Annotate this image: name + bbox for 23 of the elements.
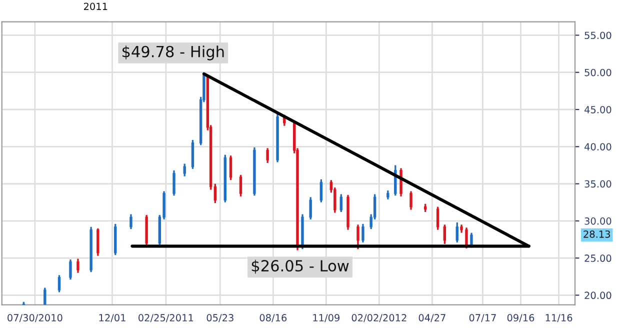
y-tick-label: 20.00 bbox=[584, 292, 612, 300]
text: 28.13 bbox=[584, 230, 610, 238]
y-tick-label: 30.00 bbox=[584, 217, 612, 225]
x-tick-label: 08/16 bbox=[260, 314, 287, 322]
text: 2011 bbox=[84, 2, 108, 10]
annotation: $26.05 - Low bbox=[252, 260, 349, 274]
x-tick-label: 02/25/2011 bbox=[138, 314, 194, 322]
x-tick-label: 09/16 bbox=[507, 314, 534, 322]
annotation: $49.78 - High bbox=[122, 46, 224, 60]
x-tick-label: 04/27 bbox=[418, 314, 446, 322]
y-tick-label: 45.00 bbox=[584, 106, 612, 114]
y-tick-label: 40.00 bbox=[584, 143, 612, 150]
y-tick-label: 55.00 bbox=[584, 32, 612, 40]
x-tick-label: 07/17 bbox=[469, 314, 496, 322]
x-tick-label: 12/01 bbox=[99, 314, 126, 322]
x-tick-label: 05/23 bbox=[206, 314, 234, 322]
y-tick-label: 35.00 bbox=[584, 180, 612, 188]
x-tick-label: 11/16 bbox=[546, 314, 572, 322]
x-tick-label: 07/30/2010 bbox=[8, 314, 62, 322]
x-tick-label: 11/09 bbox=[313, 314, 340, 322]
y-tick-label: 50.00 bbox=[584, 68, 612, 76]
x-tick-label: 02/02/2012 bbox=[352, 314, 406, 322]
y-tick-label: 25.00 bbox=[584, 254, 612, 262]
